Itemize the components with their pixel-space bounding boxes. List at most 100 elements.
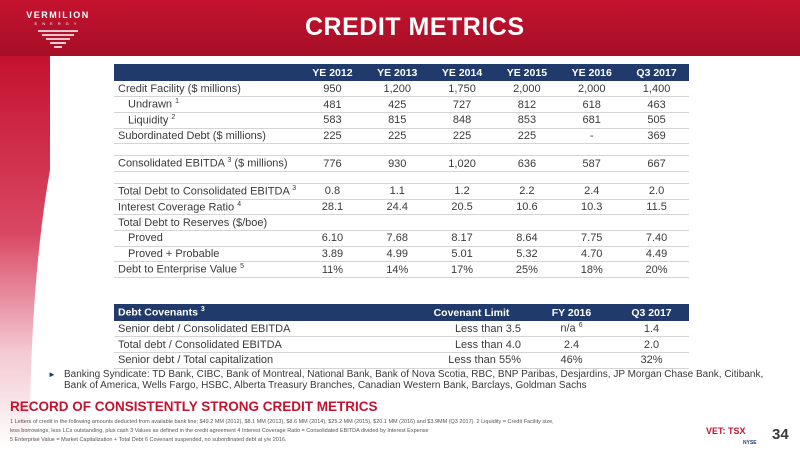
cell-value: 812 xyxy=(494,96,560,113)
cell-value: 1,750 xyxy=(429,81,495,98)
cell-value: Less than 3.5 xyxy=(414,321,529,338)
table-row: Liquidity 2 583 815 848 853 681 505 xyxy=(114,112,689,129)
cell-value: 2.2 xyxy=(494,183,560,200)
header-bar: VERMILION ENERGY CREDIT METRICS xyxy=(0,0,800,56)
cell-value: 3.89 xyxy=(300,246,365,263)
row-label: Senior debt / Consolidated EBITDA xyxy=(114,321,414,338)
cell-value: 225 xyxy=(364,128,430,145)
table-row: Credit Facility ($ millions) 950 1,200 1,75… xyxy=(114,81,689,98)
debt-covenants-table: Debt Covenants 3 Covenant Limit FY 2016 … xyxy=(114,304,689,369)
cell-value: 7.40 xyxy=(624,230,689,247)
table-row: Subordinated Debt ($ millions) 225 225 225 2… xyxy=(114,128,689,145)
table-row: Senior debt / Consolidated EBITDA Less th… xyxy=(114,321,689,338)
cell-value: 11% xyxy=(300,261,365,279)
cell-value: 18% xyxy=(559,261,625,279)
logo-chevron-icon xyxy=(38,30,78,48)
cell-value: 587 xyxy=(559,155,625,172)
spacer-row xyxy=(114,171,689,184)
table-row: Total debt / Consolidated EBITDA Less tha… xyxy=(114,336,689,353)
cell-value: 930 xyxy=(364,155,430,172)
row-label: Subordinated Debt ($ millions) xyxy=(114,128,300,145)
cell-value: 32% xyxy=(614,352,689,369)
col-header: YE 2015 xyxy=(494,64,560,81)
row-label: Total Debt to Consolidated EBITDA 3 xyxy=(114,183,300,200)
cell-value: 225 xyxy=(429,128,495,145)
table-row: Undrawn 1 481 425 727 812 618 463 xyxy=(114,96,689,113)
footnote-line: less borrowings, less LCs outstanding, p… xyxy=(10,428,429,434)
table-row: Consolidated EBITDA 3 ($ millions) 776 930… xyxy=(114,155,689,172)
vermilion-logo: VERMILION ENERGY xyxy=(14,4,102,54)
row-label: Proved + Probable xyxy=(114,246,300,263)
cell-value: 10.3 xyxy=(559,199,625,216)
cell-value: 2,000 xyxy=(494,81,560,98)
cell-value: 2.4 xyxy=(529,336,614,353)
cell-value: Less than 4.0 xyxy=(414,336,529,353)
page-title: CREDIT METRICS xyxy=(305,13,525,41)
table-row: Proved + Probable 3.89 4.99 5.01 5.32 4.70 4.4… xyxy=(114,246,689,263)
cell-value: 1.1 xyxy=(364,183,430,200)
row-label: Total Debt to Reserves ($/boe) xyxy=(114,214,300,231)
cell-value: 727 xyxy=(429,96,495,113)
cell-value: 618 xyxy=(559,96,625,113)
cell-value: 20% xyxy=(624,261,689,279)
cell-value: Less than 55% xyxy=(414,352,529,369)
cell-value: 481 xyxy=(300,96,365,113)
credit-metrics-table: YE 2012 YE 2013 YE 2014 YE 2015 YE 2016 … xyxy=(114,64,689,279)
listing-badge: VET: TSX xyxy=(706,426,746,436)
cell-value xyxy=(559,214,625,231)
col-header: Covenant Limit xyxy=(414,304,529,321)
table-row: Total Debt to Consolidated EBITDA 3 0.8 1.… xyxy=(114,183,689,200)
cell-value xyxy=(624,214,689,231)
col-header: YE 2016 xyxy=(559,64,625,81)
col-header: Q3 2017 xyxy=(614,304,689,321)
cell-value xyxy=(494,214,560,231)
col-header xyxy=(114,64,300,81)
row-label: Proved xyxy=(114,230,300,247)
row-label: Debt to Enterprise Value 5 xyxy=(114,261,300,279)
cell-value: 5.32 xyxy=(494,246,560,263)
footnotes: 1 Letters of credit in the following amo… xyxy=(10,418,700,445)
cell-value: 6.10 xyxy=(300,230,365,247)
table-row: Debt to Enterprise Value 5 11% 14% 17% 25% 18… xyxy=(114,261,689,279)
cell-value: 1,200 xyxy=(364,81,430,98)
bullet-arrow-icon: ► xyxy=(48,370,56,379)
cell-value: 1.2 xyxy=(429,183,495,200)
col-header: Debt Covenants 3 xyxy=(114,304,414,321)
cell-value: 4.99 xyxy=(364,246,430,263)
cell-value: 2,000 xyxy=(559,81,625,98)
cell-value: 681 xyxy=(559,112,625,129)
row-label: Liquidity 2 xyxy=(114,112,300,129)
cell-value: 28.1 xyxy=(300,199,365,216)
cell-value: 0.8 xyxy=(300,183,365,200)
col-header: YE 2014 xyxy=(429,64,495,81)
table-header-row: YE 2012 YE 2013 YE 2014 YE 2015 YE 2016 … xyxy=(114,64,689,81)
row-label: Consolidated EBITDA 3 ($ millions) xyxy=(114,155,300,172)
cell-value: 776 xyxy=(300,155,365,172)
row-label: Interest Coverage Ratio 4 xyxy=(114,199,300,216)
cell-value: 369 xyxy=(624,128,689,145)
col-header: YE 2013 xyxy=(364,64,430,81)
cell-value: 8.64 xyxy=(494,230,560,247)
cell-value: 2.4 xyxy=(559,183,625,200)
cell-value: 225 xyxy=(300,128,365,145)
cell-value: 11.5 xyxy=(624,199,689,216)
cell-value: 667 xyxy=(624,155,689,172)
cell-value xyxy=(364,214,430,231)
cell-value xyxy=(300,214,365,231)
cell-value: 25% xyxy=(494,261,560,279)
cell-value: 853 xyxy=(494,112,560,129)
cell-value: 1,020 xyxy=(429,155,495,172)
cell-value: 24.4 xyxy=(364,199,430,216)
cell-value: 7.75 xyxy=(559,230,625,247)
record-headline: RECORD OF CONSISTENTLY STRONG CREDIT MET… xyxy=(10,399,378,414)
cell-value: 583 xyxy=(300,112,365,129)
col-header: YE 2012 xyxy=(300,64,365,81)
table-row: Total Debt to Reserves ($/boe) xyxy=(114,214,689,231)
row-label: Total debt / Consolidated EBITDA xyxy=(114,336,414,353)
cell-value: n/a 6 xyxy=(529,321,614,338)
cell-value: - xyxy=(559,128,625,145)
cell-value: 8.17 xyxy=(429,230,495,247)
col-header: Q3 2017 xyxy=(624,64,689,81)
cell-value: 4.70 xyxy=(559,246,625,263)
footnote-line: 1 Letters of credit in the following amo… xyxy=(10,419,554,425)
